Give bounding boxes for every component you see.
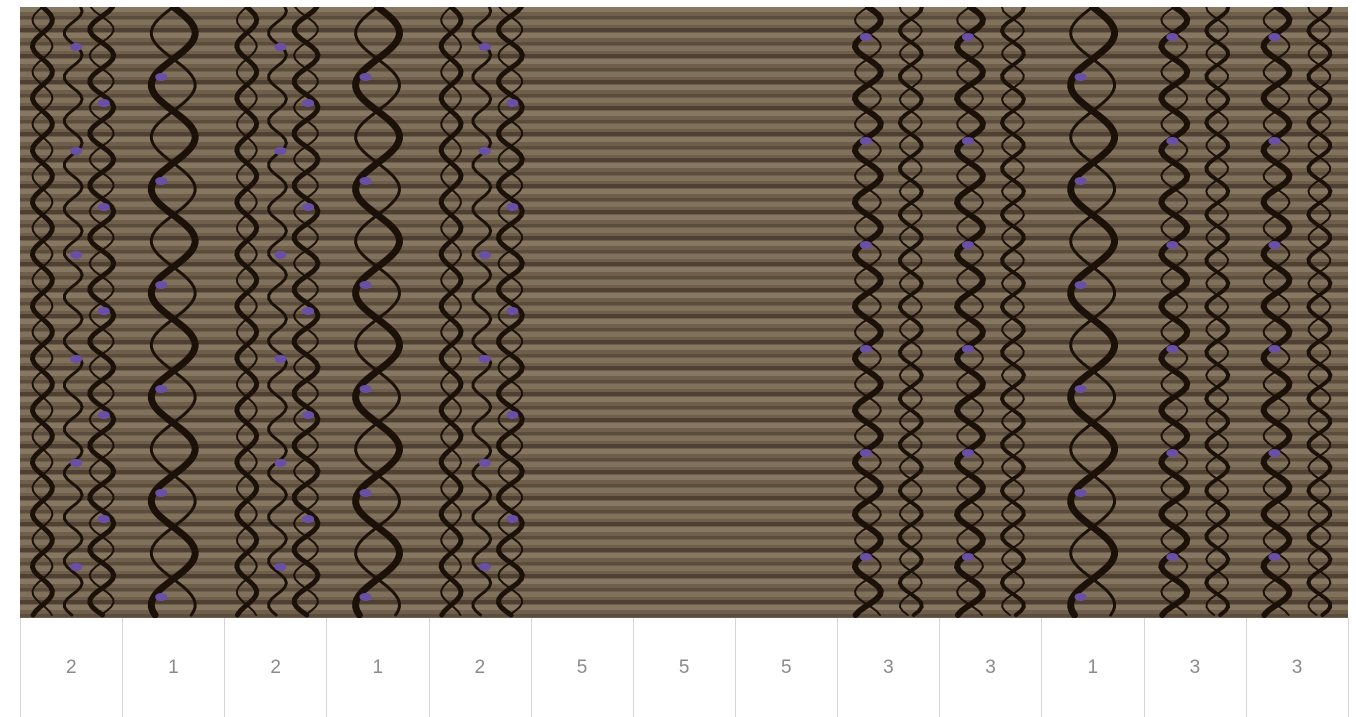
purple-accent: [1268, 553, 1280, 561]
purple-accent: [1268, 241, 1280, 249]
purple-accent: [1268, 33, 1280, 41]
purple-accent: [479, 459, 491, 467]
purple-accent: [479, 251, 491, 259]
purple-accent: [1075, 385, 1087, 393]
purple-accent: [506, 515, 518, 523]
purple-accent: [1268, 449, 1280, 457]
purple-accent: [274, 43, 286, 51]
purple-accent: [155, 593, 167, 601]
purple-accent: [1075, 489, 1087, 497]
purple-accent: [1268, 345, 1280, 353]
purple-accent: [860, 345, 872, 353]
purple-accent: [302, 411, 314, 419]
purple-accent: [98, 411, 110, 419]
purple-accent: [302, 99, 314, 107]
purple-accent: [302, 515, 314, 523]
purple-accent: [479, 355, 491, 363]
purple-accent: [70, 355, 82, 363]
purple-accent: [155, 489, 167, 497]
purple-accent: [506, 99, 518, 107]
purple-accent: [1166, 553, 1178, 561]
strip-cell-9: 3: [838, 618, 940, 717]
purple-accent: [70, 251, 82, 259]
purple-accent: [1166, 33, 1178, 41]
purple-accent: [360, 489, 372, 497]
purple-accent: [302, 203, 314, 211]
strip-cell-12: 3: [1145, 618, 1247, 717]
purple-accent: [1075, 281, 1087, 289]
purple-accent: [479, 563, 491, 571]
purple-accent: [962, 553, 974, 561]
purple-accent: [155, 385, 167, 393]
purple-accent: [479, 147, 491, 155]
purple-accent: [155, 177, 167, 185]
purple-accent: [98, 307, 110, 315]
purple-accent: [98, 99, 110, 107]
purple-accent: [506, 307, 518, 315]
purple-accent: [1166, 449, 1178, 457]
strip-cell-10: 3: [940, 618, 1042, 717]
purple-accent: [962, 449, 974, 457]
purple-accent: [274, 563, 286, 571]
strip-cell-6: 5: [532, 618, 634, 717]
purple-accent: [962, 33, 974, 41]
purple-accent: [302, 307, 314, 315]
purple-accent: [360, 281, 372, 289]
purple-accent: [479, 43, 491, 51]
purple-accent: [274, 355, 286, 363]
strip-cell-4: 1: [327, 618, 429, 717]
strip-cell-13: 3: [1247, 618, 1349, 717]
purple-accent: [70, 563, 82, 571]
purple-accent: [98, 203, 110, 211]
purple-accent: [1166, 241, 1178, 249]
purple-accent: [155, 281, 167, 289]
purple-accent: [70, 459, 82, 467]
strip-cell-8: 5: [736, 618, 838, 717]
purple-accent: [274, 459, 286, 467]
strip-cell-2: 1: [123, 618, 225, 717]
purple-accent: [860, 449, 872, 457]
purple-accent: [860, 33, 872, 41]
purple-accent: [274, 147, 286, 155]
purple-accent: [506, 203, 518, 211]
purple-accent: [1166, 137, 1178, 145]
purple-accent: [70, 147, 82, 155]
purple-accent: [506, 411, 518, 419]
purple-accent: [360, 385, 372, 393]
purple-accent: [860, 137, 872, 145]
purple-accent: [360, 177, 372, 185]
strip-cell-1: 2: [21, 618, 123, 717]
woven-pattern-image: [20, 7, 1348, 618]
purple-accent: [860, 553, 872, 561]
purple-accent: [70, 43, 82, 51]
strip-cell-5: 2: [430, 618, 532, 717]
purple-accent: [1075, 593, 1087, 601]
purple-accent: [1075, 73, 1087, 81]
strip-cell-7: 5: [634, 618, 736, 717]
purple-accent: [360, 73, 372, 81]
purple-accent: [962, 137, 974, 145]
purple-accent: [98, 515, 110, 523]
purple-accent: [962, 345, 974, 353]
purple-accent: [962, 241, 974, 249]
purple-accent: [860, 241, 872, 249]
purple-accent: [274, 251, 286, 259]
strip-cell-11: 1: [1042, 618, 1144, 717]
strip-cell-3: 2: [225, 618, 327, 717]
purple-accent: [1075, 177, 1087, 185]
purple-accent: [360, 593, 372, 601]
purple-accent: [155, 73, 167, 81]
stripe-background: [20, 7, 1348, 618]
purple-accent: [1268, 137, 1280, 145]
purple-accent: [1166, 345, 1178, 353]
